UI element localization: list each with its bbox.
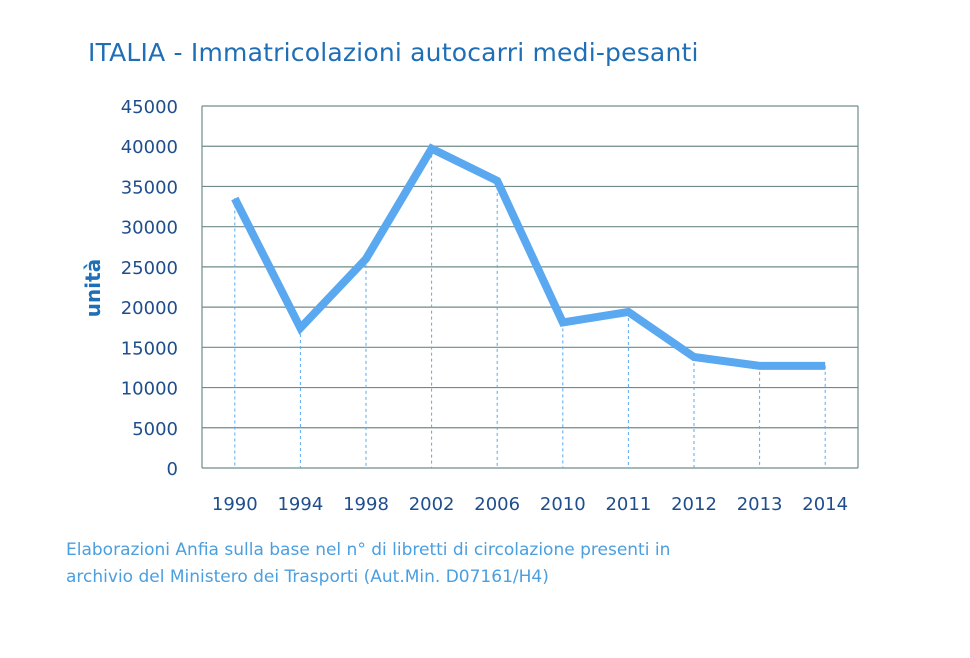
data-point xyxy=(627,311,629,313)
drop-lines xyxy=(234,148,826,468)
data-point xyxy=(431,148,433,150)
y-axis-label: unità xyxy=(81,259,105,317)
series-line xyxy=(231,143,826,370)
y-tick-label: 15000 xyxy=(121,338,178,359)
y-tick-label: 0 xyxy=(167,459,178,480)
data-point xyxy=(562,321,564,323)
source-note-line-2: archivio del Ministero dei Trasporti (Au… xyxy=(66,567,549,587)
x-tick-label: 2011 xyxy=(605,494,651,515)
data-point xyxy=(365,258,367,260)
y-tick-label: 20000 xyxy=(121,298,178,319)
chart-title: ITALIA - Immatricolazioni autocarri medi… xyxy=(88,38,699,67)
data-point xyxy=(496,180,498,182)
line-chart: 0 5000 10000 15000 20000 25000 30000 35000 40000… xyxy=(81,97,859,515)
data-point xyxy=(759,365,761,367)
series-group xyxy=(231,143,826,370)
y-tick-label: 25000 xyxy=(121,258,178,279)
x-tick-label: 2010 xyxy=(540,494,586,515)
data-point xyxy=(693,356,695,358)
y-tick-label: 45000 xyxy=(121,97,178,118)
x-tick-label: 2006 xyxy=(474,494,520,515)
data-point xyxy=(234,198,236,200)
x-tick-label: 2013 xyxy=(737,494,783,515)
y-tick-label: 35000 xyxy=(121,177,178,198)
data-point xyxy=(299,327,301,329)
grid-lines xyxy=(201,105,859,469)
y-axis-ticks: 0 5000 10000 15000 20000 25000 30000 35000 40000… xyxy=(121,97,178,480)
y-tick-label: 5000 xyxy=(132,419,178,440)
x-tick-label: 2014 xyxy=(802,494,848,515)
y-tick-label: 30000 xyxy=(121,218,178,239)
x-tick-label: 2012 xyxy=(671,494,717,515)
x-axis-ticks: 1990 1994 1998 2002 2006 2010 2011 2012 2013 2014 xyxy=(212,494,848,515)
x-tick-label: 1990 xyxy=(212,494,258,515)
data-point xyxy=(824,365,826,367)
x-tick-label: 1998 xyxy=(343,494,389,515)
source-note: Elaborazioni Anfia sulla base nel n° di … xyxy=(66,537,670,591)
x-tick-label: 1994 xyxy=(277,494,323,515)
y-tick-label: 10000 xyxy=(121,379,178,400)
y-tick-label: 40000 xyxy=(121,137,178,158)
source-note-line-1: Elaborazioni Anfia sulla base nel n° di … xyxy=(66,540,671,560)
x-tick-label: 2002 xyxy=(409,494,455,515)
